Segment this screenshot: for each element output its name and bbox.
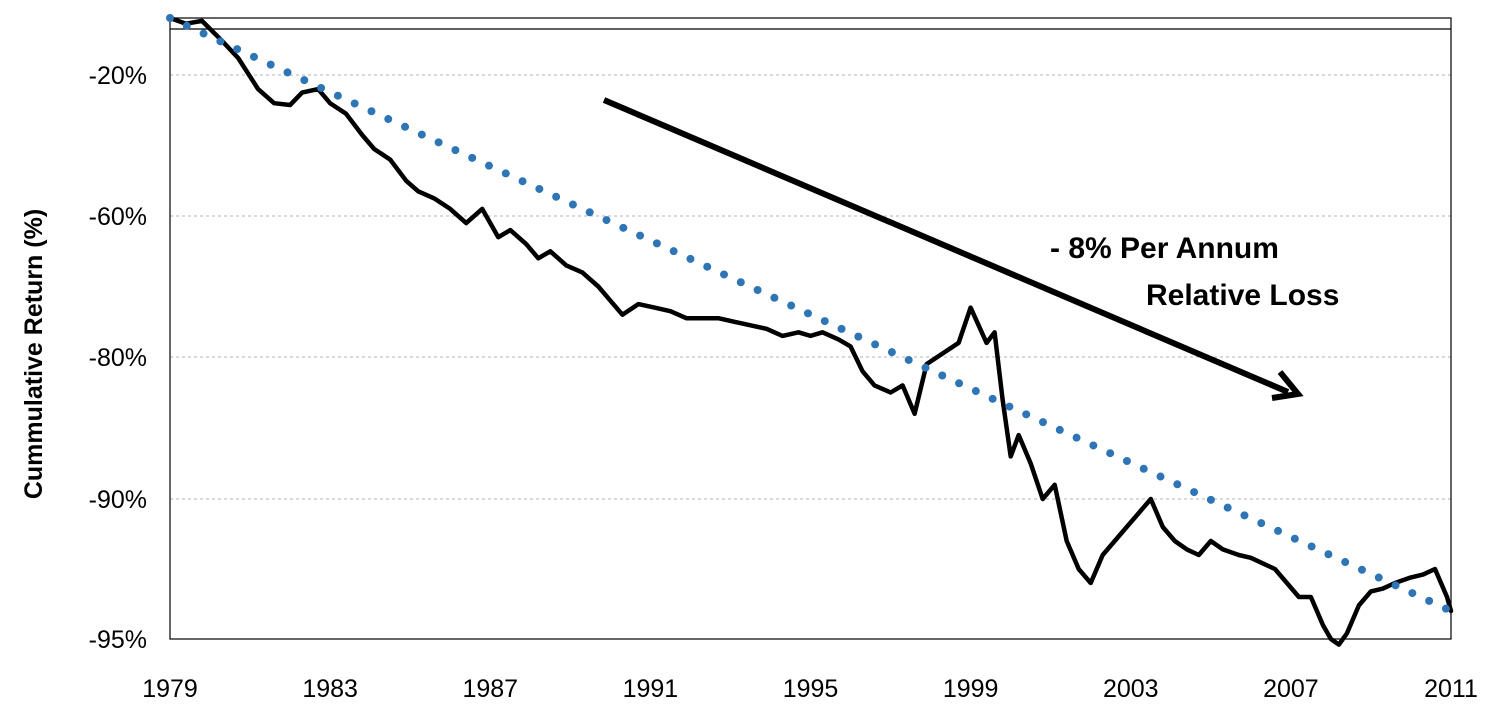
series-layer — [166, 14, 1455, 647]
annotation-line-2: Relative Loss — [1146, 279, 1339, 312]
x-tick-label: 1979 — [142, 675, 198, 703]
y-tick-label: -80% — [89, 344, 147, 372]
x-tick-label: 2011 — [1424, 675, 1478, 703]
trend-arrow-head — [1271, 370, 1304, 401]
x-axis-tick-labels: 1979 1983 1987 1991 1995 1999 2003 2007 2011 — [142, 675, 1478, 703]
x-tick-label: 1987 — [462, 675, 518, 703]
x-tick-label: 2007 — [1263, 675, 1319, 703]
x-tick-label: 1991 — [623, 675, 679, 703]
cumulative-return-line — [167, 15, 1454, 647]
plot-area-frame — [169, 17, 1452, 640]
annotation-line-1: - 8% Per Annum — [1050, 232, 1279, 265]
x-tick-label: 1983 — [302, 675, 358, 703]
trend-annotation: - 8% Per Annum Relative Loss — [602, 97, 1339, 401]
y-tick-label: -90% — [89, 486, 147, 514]
x-tick-label: 1999 — [943, 675, 999, 703]
x-tick-label: 1995 — [783, 675, 839, 703]
y-tick-label: -20% — [89, 62, 147, 90]
trend-line-dotted — [166, 14, 1455, 615]
y-axis-tick-labels: -20% -60% -80% -90% -95% — [89, 62, 147, 654]
y-axis-title: Cummulative Return (%) — [20, 209, 48, 499]
trend-arrow-shaft — [602, 97, 1290, 395]
y-tick-label: -95% — [89, 626, 147, 654]
y-tick-label: -60% — [89, 203, 147, 231]
x-tick-label: 2003 — [1103, 675, 1159, 703]
